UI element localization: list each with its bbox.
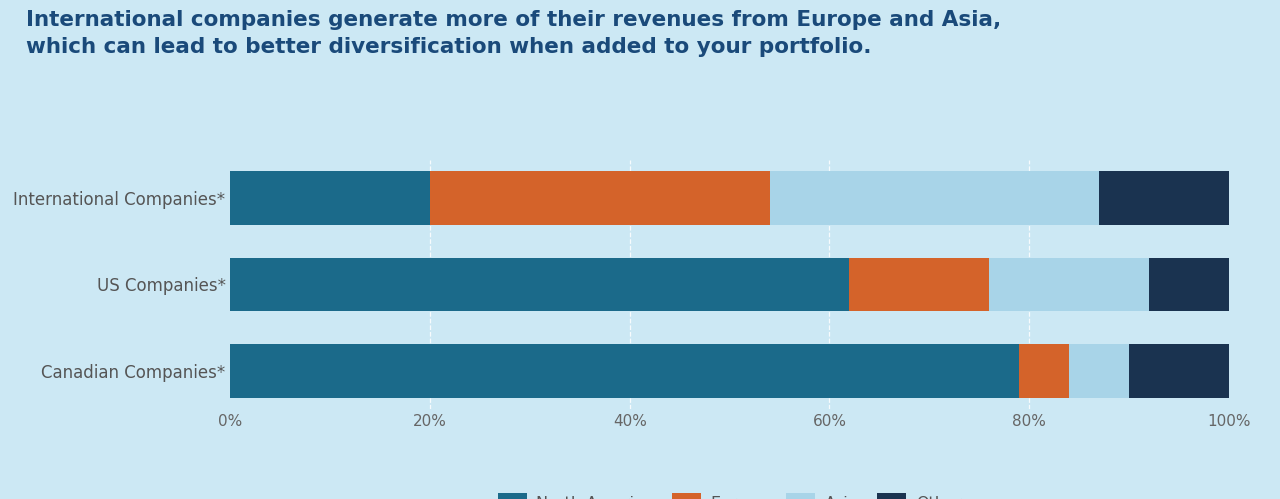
Bar xyxy=(1149,257,1229,311)
Bar xyxy=(230,171,430,225)
Bar xyxy=(1019,344,1069,398)
Bar xyxy=(1069,344,1129,398)
Bar xyxy=(850,257,989,311)
Bar xyxy=(430,171,769,225)
Bar xyxy=(989,257,1149,311)
Bar xyxy=(1129,344,1229,398)
Bar xyxy=(769,171,1100,225)
Legend: North America, Europe, Asia, Other: North America, Europe, Asia, Other xyxy=(492,487,968,499)
Bar xyxy=(230,344,1019,398)
Text: International companies generate more of their revenues from Europe and Asia,
wh: International companies generate more of… xyxy=(26,10,1001,57)
Bar xyxy=(1100,171,1229,225)
Bar xyxy=(230,257,850,311)
